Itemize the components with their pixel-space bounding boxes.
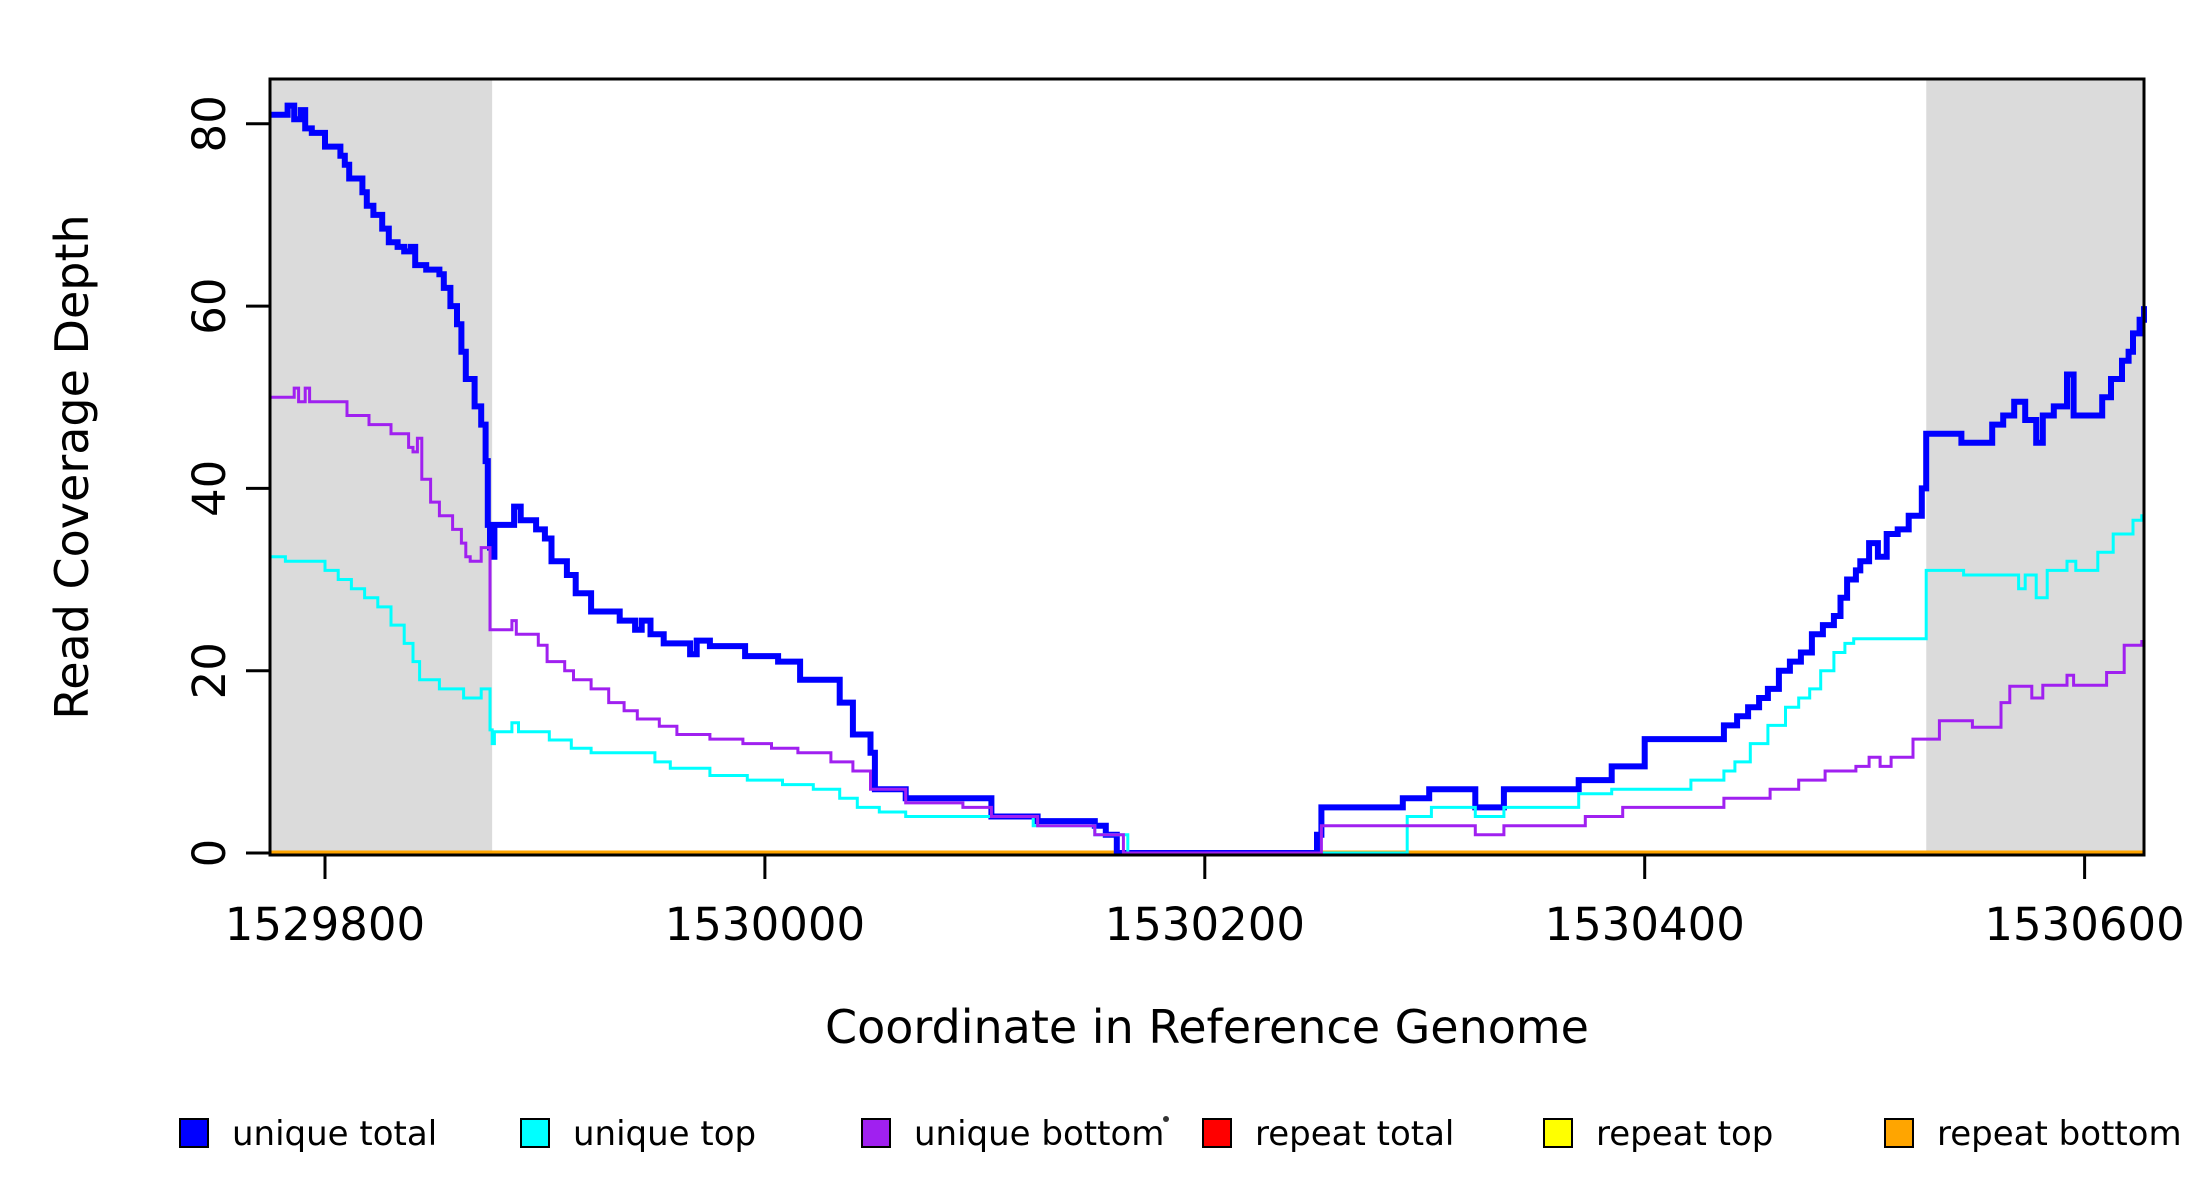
- series-unique-bottom: [270, 386, 2144, 855]
- legend-item-unique-top: unique top: [520, 1114, 756, 1154]
- axis-ticks: [246, 122, 2087, 879]
- legend-item-repeat-total: repeat total: [1202, 1114, 1454, 1154]
- legend-item-repeat-top: repeat top: [1543, 1114, 1773, 1154]
- y-tick-label: 0: [183, 839, 236, 868]
- legend: unique total unique top unique bottom repea…: [179, 1114, 2182, 1154]
- y-tick-label: 40: [183, 460, 236, 517]
- y-tick-label: 80: [183, 95, 236, 152]
- legend-item-unique-total: unique total: [179, 1114, 437, 1154]
- legend-label: repeat top: [1596, 1114, 1773, 1154]
- x-tick-label: 1529800: [225, 898, 425, 951]
- legend-swatch-repeat-total: [1202, 1118, 1232, 1148]
- legend-label: unique total: [232, 1114, 437, 1154]
- right-repeat-region: [1926, 79, 2144, 855]
- x-tick-label: 1530200: [1105, 898, 1305, 951]
- legend-item-unique-bottom: unique bottom: [861, 1114, 1164, 1154]
- x-tick-label: 1530000: [665, 898, 865, 951]
- axis-tick-labels: 1529800 1530000 1530200 1530400 1530600 0 20 40…: [183, 95, 2185, 951]
- series-lines: [270, 102, 2147, 856]
- legend-swatch-unique-top: [520, 1118, 550, 1148]
- x-axis-title: Coordinate in Reference Genome: [825, 1000, 1589, 1054]
- series-unique-total: [270, 102, 2147, 856]
- legend-item-repeat-bottom: repeat bottom: [1884, 1114, 2182, 1154]
- legend-label: unique bottom: [914, 1114, 1164, 1154]
- x-tick-label: 1530600: [1984, 898, 2184, 951]
- left-repeat-region: [270, 79, 493, 855]
- plot-border: [268, 77, 2146, 857]
- legend-swatch-repeat-bottom: [1884, 1118, 1914, 1148]
- legend-label: repeat bottom: [1937, 1114, 2182, 1154]
- legend-swatch-unique-total: [179, 1118, 209, 1148]
- y-tick-label: 20: [183, 642, 236, 699]
- legend-label: repeat total: [1255, 1114, 1454, 1154]
- repeat-region-shading: [270, 79, 2144, 855]
- legend-swatch-unique-bottom: [861, 1118, 891, 1148]
- stray-dot: [1163, 1116, 1169, 1122]
- y-axis-title: Read Coverage Depth: [45, 214, 99, 719]
- legend-label: unique top: [573, 1114, 756, 1154]
- legend-swatch-repeat-top: [1543, 1118, 1573, 1148]
- x-tick-label: 1530400: [1544, 898, 1744, 951]
- y-tick-label: 60: [183, 277, 236, 334]
